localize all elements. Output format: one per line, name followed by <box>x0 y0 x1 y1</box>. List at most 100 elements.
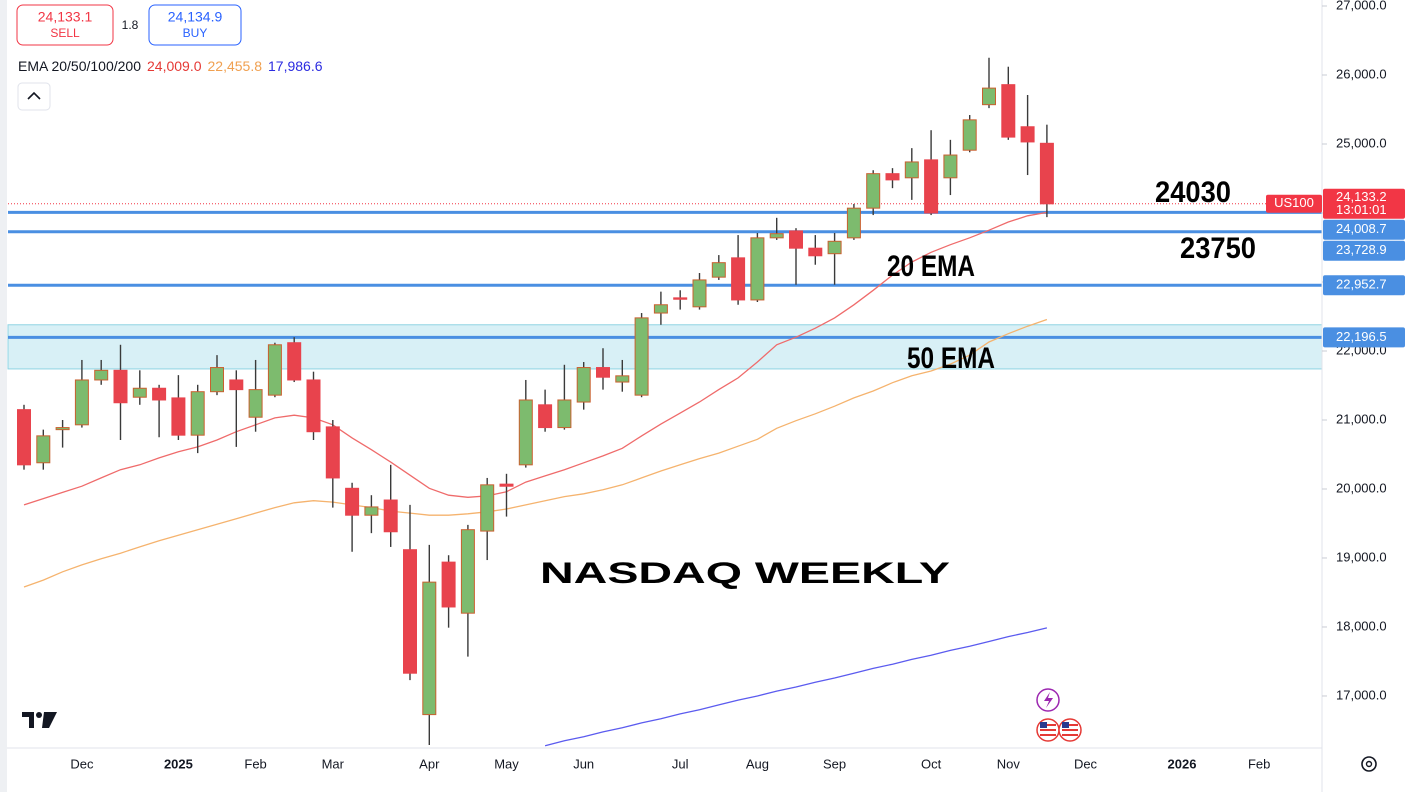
ema-line <box>23 318 1048 588</box>
candle-body <box>306 379 321 433</box>
chart-title: NASDAQ WEEKLY <box>540 557 950 590</box>
candle-body <box>808 247 823 257</box>
candle-body <box>499 483 514 487</box>
candle-body <box>229 379 244 391</box>
candle-body <box>190 391 205 436</box>
candle-body <box>325 426 340 479</box>
y-tick-label: 20,000.0 <box>1336 480 1387 495</box>
buy-price: 24,134.9 <box>168 9 223 25</box>
candle-body <box>248 389 263 418</box>
left-edge <box>0 0 7 792</box>
candle-body <box>731 257 746 301</box>
sell-price: 24,133.1 <box>38 9 93 25</box>
zone <box>7 324 1323 370</box>
indicator-legend: EMA 20/50/100/200 24,009.0 22,455.8 17,986.… <box>18 58 323 74</box>
candle-body <box>210 367 224 393</box>
candle-body <box>345 487 360 516</box>
buy-button[interactable] <box>148 4 242 46</box>
sell-button[interactable] <box>16 4 114 46</box>
candle-body <box>596 367 610 378</box>
candle-body <box>94 369 109 381</box>
x-tick-label: 2026 <box>1168 756 1197 771</box>
candle-body <box>615 375 630 383</box>
y-tick-label: 21,000.0 <box>1336 411 1387 426</box>
candle-body <box>441 561 456 608</box>
event-icons <box>1036 688 1082 742</box>
x-tick-label: Aug <box>746 756 769 771</box>
price-tag-countdown: 13:01:01 <box>1336 202 1387 217</box>
candle-body <box>846 207 861 239</box>
candle-body <box>904 161 919 179</box>
candle-body <box>943 154 958 179</box>
annotation: 20 EMA <box>887 250 975 283</box>
x-tick-label: Dec <box>1074 756 1098 771</box>
price-tag-label: 22,196.5 <box>1336 329 1387 344</box>
candle-body <box>1001 84 1016 138</box>
candle-body <box>711 262 726 278</box>
candle-body <box>653 304 668 314</box>
price-tag-label: 22,952.7 <box>1336 277 1387 292</box>
x-tick-label: Oct <box>921 756 942 771</box>
price-tag <box>1323 188 1405 219</box>
indicator-label: EMA 20/50/100/200 <box>18 58 141 74</box>
x-tick-label: Apr <box>419 756 440 771</box>
price-tag <box>1323 219 1405 240</box>
symbol-tag-label: US100 <box>1274 195 1314 210</box>
y-tick-label: 27,000.0 <box>1336 0 1387 12</box>
candle-body <box>460 529 475 614</box>
y-tick-label: 25,000.0 <box>1336 135 1387 150</box>
candle-body <box>1039 142 1054 205</box>
x-tick-label: Dec <box>70 756 94 771</box>
x-tick-label: Sep <box>823 756 846 771</box>
candle-body <box>634 317 649 396</box>
ema-line <box>23 211 1048 506</box>
candle-body <box>673 297 688 300</box>
annotation: 50 EMA <box>907 342 995 375</box>
candle-body <box>113 369 128 404</box>
x-tick-label: Jul <box>672 756 689 771</box>
candle-body <box>769 233 784 239</box>
candle-body <box>557 399 572 429</box>
candle-body <box>924 159 939 214</box>
price-tag-label: 24,008.7 <box>1336 221 1387 236</box>
candle-body <box>422 581 437 716</box>
legend-value: 24,009.0 <box>147 58 202 74</box>
annotation: 23750 <box>1180 232 1256 265</box>
x-tick-label: May <box>494 756 519 771</box>
price-tag-label: 23,728.9 <box>1336 242 1387 257</box>
candle-body <box>17 409 31 466</box>
candle-body <box>132 387 147 398</box>
x-tick-label: Jun <box>573 756 594 771</box>
candle-body <box>982 87 996 106</box>
legend-value: 17,986.6 <box>268 58 323 74</box>
logo <box>22 712 57 728</box>
candle-body <box>267 344 282 396</box>
plot-area <box>7 57 1323 747</box>
settings-button[interactable] <box>1361 756 1377 772</box>
x-tick-label: Feb <box>244 756 266 771</box>
candle-body <box>962 119 977 151</box>
candle-body <box>171 397 186 436</box>
candle-body <box>827 240 842 255</box>
x-tick-label: Mar <box>322 756 345 771</box>
y-tick-label: 19,000.0 <box>1336 549 1387 564</box>
legend-value: 22,455.8 <box>208 58 263 74</box>
collapse-icon <box>27 91 41 100</box>
candle-body <box>55 427 70 431</box>
price-tag <box>1323 240 1405 261</box>
price-tag <box>1323 327 1405 348</box>
candle-body <box>1020 126 1035 143</box>
candle-body <box>403 549 417 674</box>
candle-body <box>538 404 553 429</box>
collapse-button[interactable] <box>17 82 51 111</box>
x-tick-label: 2025 <box>164 756 193 771</box>
candle-body <box>74 379 89 426</box>
price-tag-label: 24,133.2 <box>1336 189 1387 204</box>
candle-body <box>287 342 302 381</box>
candle-body <box>518 399 533 466</box>
candle-body <box>789 230 803 249</box>
annotation: 24030 <box>1155 176 1231 209</box>
